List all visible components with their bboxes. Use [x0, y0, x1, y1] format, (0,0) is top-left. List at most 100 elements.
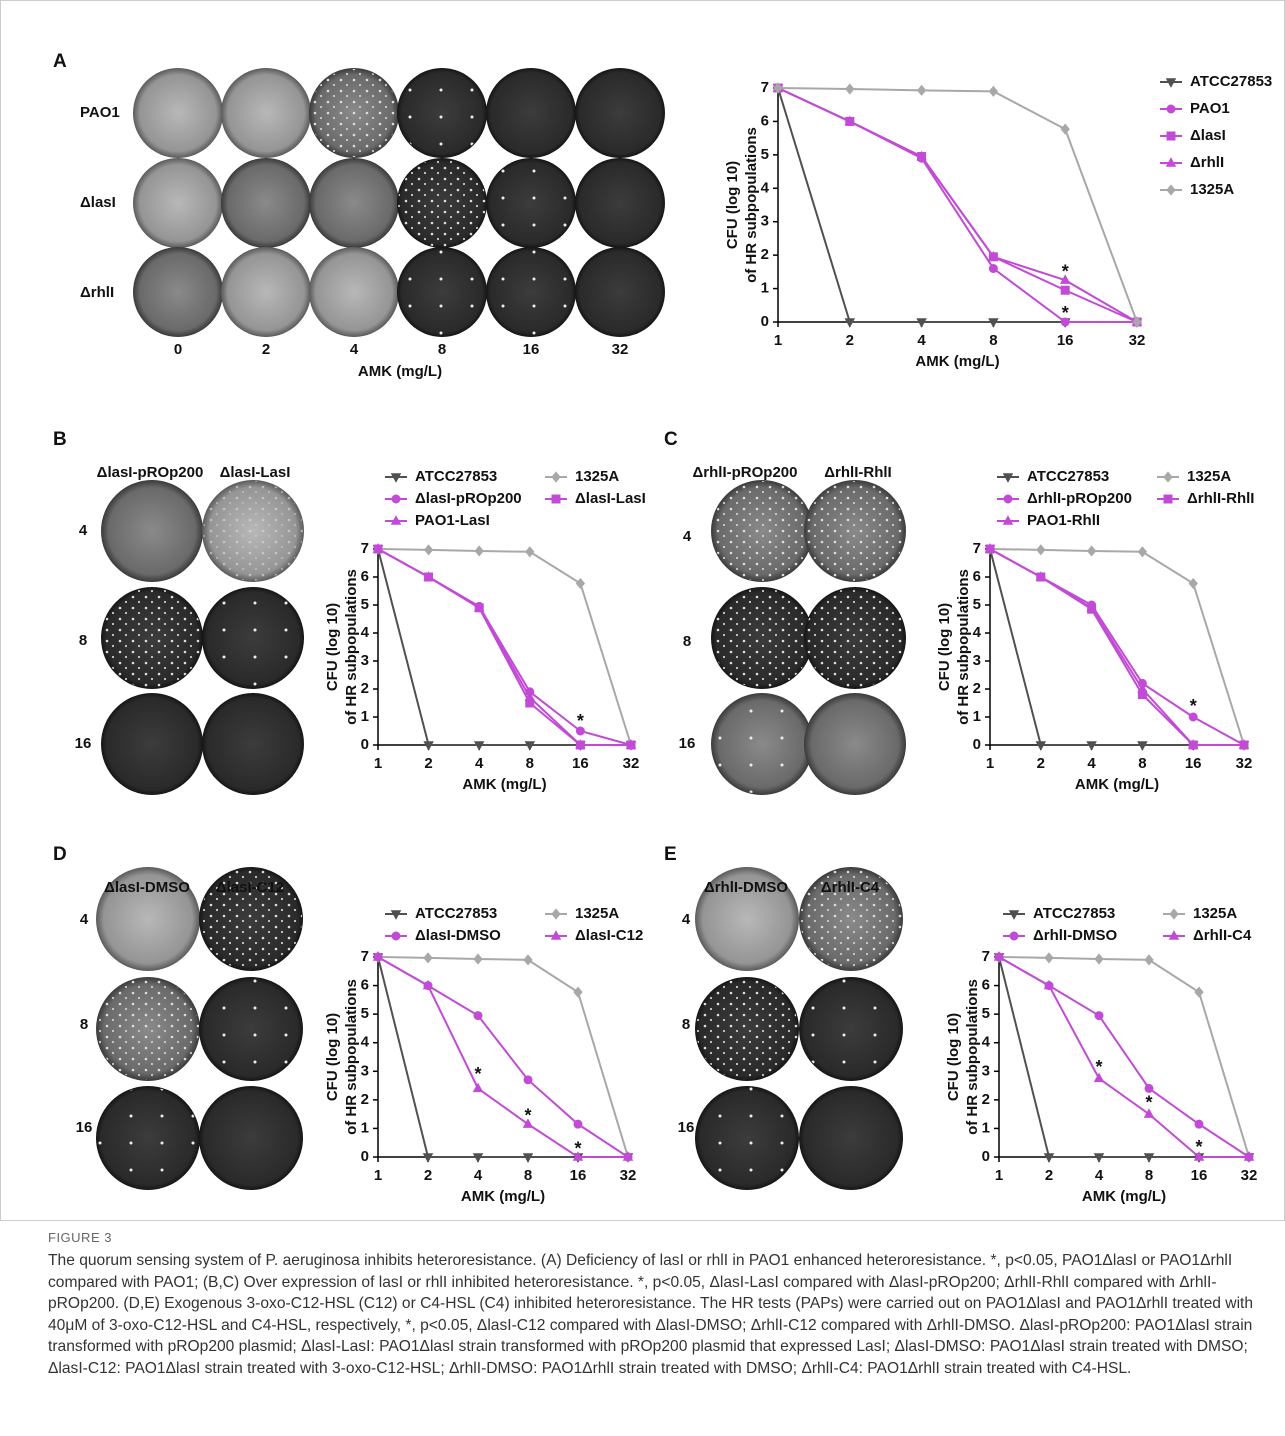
annotation: *: [1095, 1057, 1102, 1077]
x-axis-label: AMK (mg/L): [461, 1188, 545, 1205]
y-tick-label: 1: [361, 708, 369, 725]
x-tick-label: 2: [424, 1167, 432, 1184]
y-axis-label: CFU (log 10): [324, 1013, 341, 1101]
y-tick-label: 3: [973, 652, 981, 669]
marker: [1088, 546, 1096, 556]
row-label: PAO1: [80, 104, 120, 121]
x-tick-label: 2: [424, 755, 432, 772]
annotation: *: [524, 1105, 531, 1125]
y-tick-label: 6: [982, 977, 990, 994]
column-label: ΔrhlI-C4: [821, 879, 880, 896]
caption-label: FIGURE 3: [48, 1230, 112, 1245]
legend-label: ΔrhlI-DMSO: [1033, 927, 1117, 944]
x-tick-label: 1: [986, 755, 994, 772]
row-label: 16: [76, 1119, 93, 1136]
column-label: ΔrhlI-RhlI: [824, 464, 891, 481]
y-tick-label: 7: [761, 79, 769, 96]
legend-marker: [1167, 132, 1175, 140]
y-tick-label: 0: [973, 736, 981, 753]
x-tick-label: 16: [570, 1167, 587, 1184]
series-line: [378, 549, 631, 745]
x-tick-label: 16: [1057, 332, 1074, 349]
legend-label: ATCC27853: [415, 468, 497, 485]
y-tick-label: 7: [982, 948, 990, 965]
marker: [574, 1120, 582, 1128]
x-tick-label: 4: [1087, 755, 1096, 772]
x-tick-label: 16: [1191, 1167, 1208, 1184]
page: {"figure": { "panels": [ {"label": "A", …: [0, 0, 1285, 1436]
legend-marker: [1167, 185, 1175, 195]
annotation: *: [1062, 303, 1069, 323]
column-label: 16: [523, 341, 540, 358]
row-label: 4: [683, 528, 692, 545]
legend-label: 1325A: [575, 905, 619, 922]
x-tick-label: 1: [774, 332, 782, 349]
marker: [474, 1012, 482, 1020]
marker: [1095, 1012, 1103, 1020]
legend-marker: [1167, 105, 1175, 113]
plates-a: [133, 68, 665, 337]
y-tick-label: 2: [361, 680, 369, 697]
y-tick-label: 3: [761, 213, 769, 230]
x-tick-label: 32: [1236, 755, 1253, 772]
y-tick-label: 6: [761, 112, 769, 129]
y-tick-label: 6: [973, 568, 981, 585]
y-tick-label: 3: [982, 1062, 990, 1079]
x-tick-label: 2: [846, 332, 854, 349]
marker: [576, 579, 584, 589]
marker: [1145, 1084, 1153, 1092]
x-axis-label: AMK (mg/L): [462, 776, 546, 793]
marker: [1145, 955, 1153, 965]
x-tick-label: 8: [526, 755, 534, 772]
y-axis-label: CFU (log 10): [724, 161, 741, 249]
x-tick-label: 32: [1241, 1167, 1258, 1184]
series-line: [378, 957, 628, 1157]
y-tick-label: 6: [361, 568, 369, 585]
y-tick-label: 3: [361, 652, 369, 669]
y-tick-label: 7: [361, 540, 369, 557]
marker: [1189, 579, 1197, 589]
marker: [1095, 954, 1103, 964]
x-tick-label: 8: [1138, 755, 1146, 772]
y-tick-label: 1: [761, 280, 769, 297]
legend-marker: [552, 495, 560, 503]
marker: [1061, 124, 1069, 134]
x-tick-label: 1: [374, 755, 382, 772]
legend-marker: [392, 495, 400, 503]
column-label: 2: [262, 341, 270, 358]
x-tick-label: 32: [1129, 332, 1146, 349]
y-tick-label: 6: [361, 977, 369, 994]
x-tick-label: 1: [995, 1167, 1003, 1184]
series-line: [999, 957, 1249, 1157]
panel-label: A: [53, 51, 67, 72]
legend-label: ΔlasI-DMSO: [415, 927, 501, 944]
marker: [846, 84, 854, 94]
column-label: ΔlasI-C12: [216, 879, 284, 896]
y-tick-label: 0: [361, 1148, 369, 1165]
marker: [474, 954, 482, 964]
x-tick-label: 32: [623, 755, 640, 772]
y-tick-label: 5: [361, 596, 369, 613]
annotation: *: [1062, 261, 1069, 281]
y-axis-label: of HR subpopulations: [343, 979, 360, 1135]
series-line: [778, 88, 1137, 322]
legend-marker: [1164, 472, 1172, 482]
y-tick-label: 0: [982, 1148, 990, 1165]
y-tick-label: 4: [361, 624, 370, 641]
column-label: ΔrhlI-DMSO: [704, 879, 788, 896]
row-label: 8: [80, 1016, 88, 1033]
marker: [989, 265, 997, 273]
row-label: 4: [682, 911, 691, 928]
plates-d: [96, 867, 303, 1190]
row-label: 16: [678, 1119, 695, 1136]
x-tick-label: 8: [989, 332, 997, 349]
x-tick-label: 32: [620, 1167, 637, 1184]
y-tick-label: 5: [361, 1005, 369, 1022]
y-tick-label: 1: [973, 708, 981, 725]
row-label: 4: [79, 522, 88, 539]
y-axis-label: of HR subpopulations: [343, 569, 360, 725]
x-tick-label: 16: [572, 755, 589, 772]
row-label: 4: [80, 911, 89, 928]
x-tick-label: 2: [1045, 1167, 1053, 1184]
row-label: ΔrhlI: [80, 284, 114, 301]
